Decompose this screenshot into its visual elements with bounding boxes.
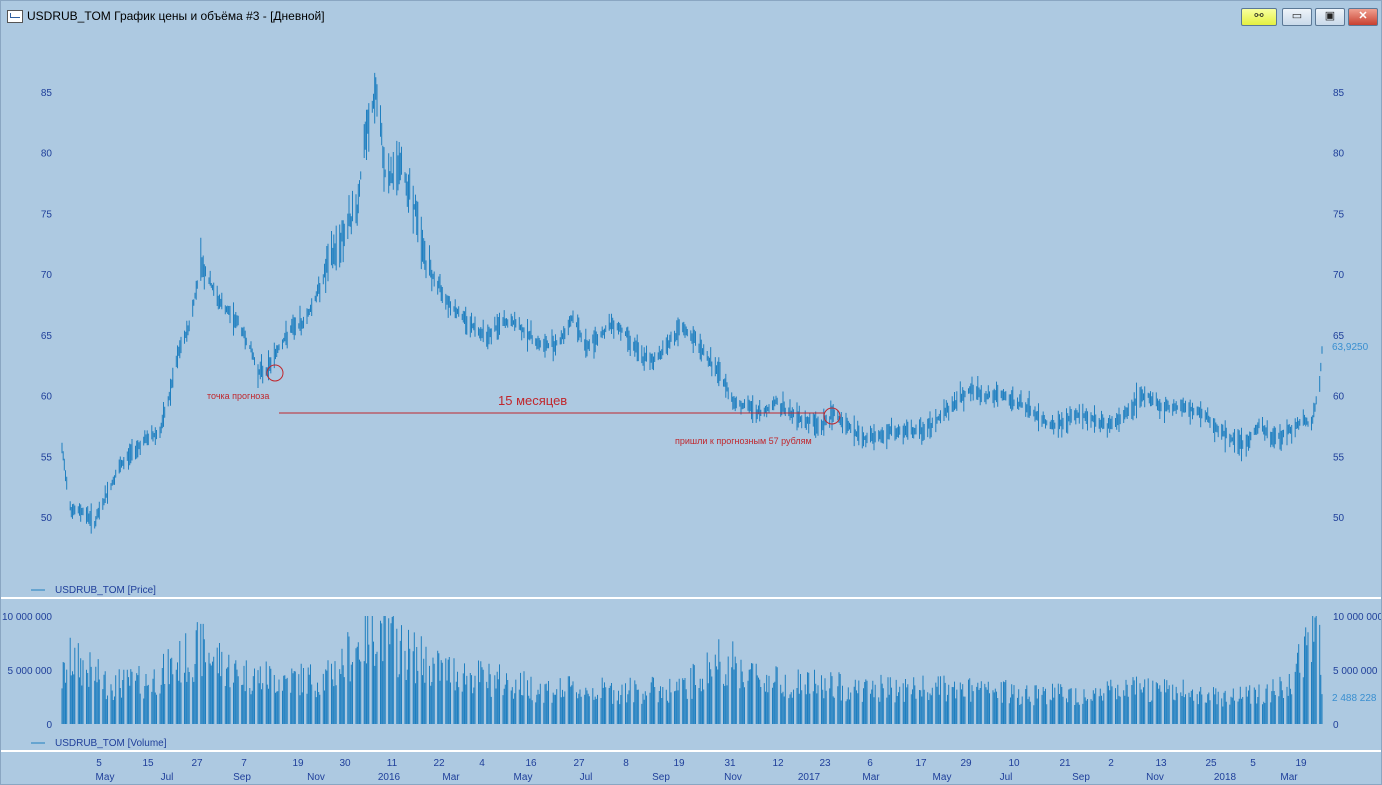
price-y-tick-left: 70 — [41, 270, 53, 281]
volume-y-axis-left: 10 000 000 5 000 000 0 — [2, 612, 53, 731]
price-y-tick-left: 55 — [41, 452, 53, 463]
close-button[interactable]: ✕ — [1348, 8, 1378, 26]
price-y-axis-left: 85 80 75 70 65 60 55 50 — [41, 88, 53, 524]
date-day-label: 22 — [433, 758, 445, 769]
volume-y-axis-right: 10 000 000 5 000 000 0 — [1333, 612, 1381, 731]
date-month-label: Sep — [1072, 772, 1090, 783]
volume-last-value-label: 2 488 228 — [1332, 693, 1377, 704]
volume-bars — [61, 616, 1323, 724]
minimize-button[interactable]: ▭ — [1282, 8, 1312, 26]
date-day-label: 15 — [142, 758, 154, 769]
target-reached-marker — [823, 407, 841, 425]
date-day-label: 5 — [96, 758, 102, 769]
volume-y-tick-left: 0 — [46, 720, 52, 731]
date-day-label: 13 — [1155, 758, 1167, 769]
volume-series — [61, 616, 1323, 724]
date-day-label: 31 — [724, 758, 736, 769]
date-axis: 5 15 27 7 19 30 11 22 4 16 27 8 19 31 12 23 6 17 29 10 21 2 13… — [96, 758, 1307, 783]
date-day-label: 29 — [960, 758, 972, 769]
price-y-tick-right: 50 — [1333, 513, 1345, 524]
date-month-label: May — [933, 772, 952, 783]
date-month-label: Jul — [1000, 772, 1013, 783]
volume-y-tick-right: 0 — [1333, 720, 1339, 731]
date-month-label: Nov — [307, 772, 325, 783]
date-day-label: 19 — [1295, 758, 1307, 769]
volume-y-tick-left: 10 000 000 — [2, 612, 52, 623]
date-day-label: 27 — [573, 758, 585, 769]
date-month-label: Sep — [652, 772, 670, 783]
maximize-button[interactable]: ▣ — [1315, 8, 1345, 26]
date-day-label: 17 — [915, 758, 927, 769]
price-y-tick-left: 60 — [41, 392, 53, 403]
date-day-label: 21 — [1059, 758, 1071, 769]
price-bars — [61, 72, 1323, 534]
price-legend-label: USDRUB_TOM [Price] — [55, 585, 156, 596]
date-day-label: 25 — [1205, 758, 1217, 769]
price-y-tick-left: 75 — [41, 209, 53, 220]
volume-y-tick-right: 5 000 000 — [1333, 666, 1378, 677]
date-day-label: 10 — [1008, 758, 1020, 769]
price-y-tick-right: 80 — [1333, 149, 1345, 160]
price-last-value-label: 63,9250 — [1332, 342, 1369, 353]
duration-label: 15 месяцев — [498, 393, 567, 408]
price-y-tick-right: 70 — [1333, 270, 1345, 281]
volume-y-tick-right: 10 000 000 — [1333, 612, 1381, 623]
link-button[interactable]: ⚯ — [1241, 8, 1277, 26]
date-day-label: 11 — [387, 758, 398, 769]
date-month-label: May — [514, 772, 533, 783]
date-day-label: 8 — [623, 758, 629, 769]
date-day-label: 6 — [867, 758, 873, 769]
price-y-tick-right: 65 — [1333, 331, 1345, 342]
price-series — [61, 72, 1323, 534]
date-month-label: Mar — [442, 772, 460, 783]
title-bar[interactable]: USDRUB_TOM График цены и объёма #3 - [Дн… — [1, 1, 1381, 31]
volume-y-tick-left: 5 000 000 — [8, 666, 53, 677]
date-day-label: 30 — [339, 758, 351, 769]
date-month-label: Nov — [1146, 772, 1164, 783]
date-day-label: 4 — [479, 758, 485, 769]
date-month-label: May — [96, 772, 115, 783]
date-month-label: Mar — [862, 772, 880, 783]
chart-window-icon — [7, 10, 23, 23]
price-y-tick-left: 85 — [41, 88, 53, 99]
date-day-label: 19 — [673, 758, 685, 769]
date-day-label: 5 — [1250, 758, 1256, 769]
price-y-axis-right: 85 80 75 70 65 60 55 50 — [1333, 88, 1345, 524]
date-month-label: Sep — [233, 772, 251, 783]
volume-legend-label: USDRUB_TOM [Volume] — [55, 738, 167, 749]
date-month-label: 2016 — [378, 772, 401, 783]
date-month-label: 2017 — [798, 772, 821, 783]
date-day-label: 23 — [819, 758, 831, 769]
price-y-tick-right: 55 — [1333, 452, 1345, 463]
date-day-label: 27 — [191, 758, 203, 769]
date-month-label: Jul — [161, 772, 174, 783]
reached-target-label: пришли к прогнозным 57 рублям — [675, 436, 812, 446]
date-day-label: 7 — [241, 758, 247, 769]
date-month-label: Mar — [1280, 772, 1298, 783]
price-y-tick-left: 80 — [41, 149, 53, 160]
window-title: USDRUB_TOM График цены и объёма #3 - [Дн… — [27, 9, 325, 23]
date-day-label: 16 — [525, 758, 537, 769]
forecast-point-marker — [266, 364, 284, 382]
date-month-label: Jul — [580, 772, 593, 783]
date-month-label: 2018 — [1214, 772, 1237, 783]
price-y-tick-left: 50 — [41, 513, 53, 524]
date-day-label: 19 — [292, 758, 304, 769]
price-y-tick-left: 65 — [41, 331, 53, 342]
forecast-point-label: точка прогноза — [207, 391, 269, 401]
date-month-label: Nov — [724, 772, 742, 783]
date-day-label: 2 — [1108, 758, 1114, 769]
price-y-tick-right: 85 — [1333, 88, 1345, 99]
date-day-label: 12 — [772, 758, 784, 769]
price-y-tick-right: 75 — [1333, 209, 1345, 220]
price-y-tick-right: 60 — [1333, 392, 1345, 403]
